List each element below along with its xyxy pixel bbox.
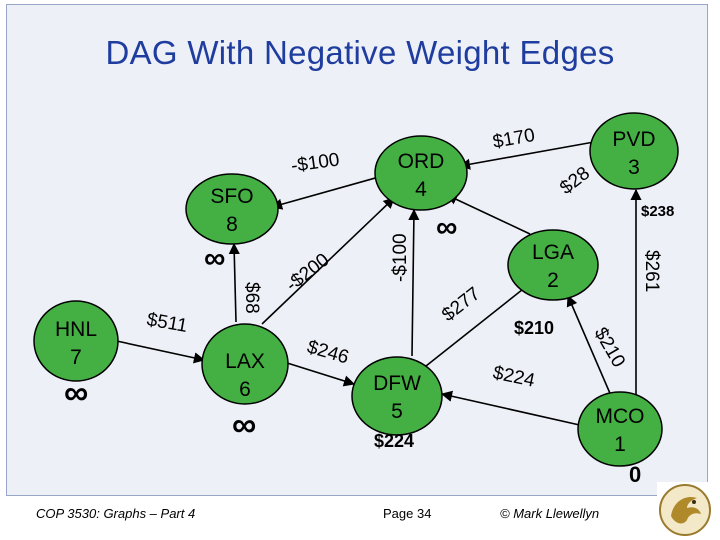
dist-lga: $210 (514, 318, 554, 338)
node-lax-number: 6 (239, 378, 251, 401)
edge-dfw-ord (408, 208, 420, 357)
node-hnl-name: HNL (55, 318, 97, 341)
edge-lax-sfo (228, 242, 240, 323)
edge-label-lax-sfo: $68 (241, 282, 262, 314)
node-hnl (33, 300, 119, 382)
edge-label-mco-dfw: $224 (491, 362, 537, 391)
nodes (33, 112, 679, 467)
edge-pvd-ord (458, 141, 595, 170)
node-pvd-number: 3 (628, 156, 640, 179)
node-lax-name: LAX (225, 350, 265, 373)
edge-label-lax-dfw: $246 (305, 337, 351, 369)
footer-band (0, 496, 720, 540)
edge-label-lax-ord: -$200 (282, 249, 333, 295)
node-mco-name: MCO (596, 405, 645, 428)
footer-author: © Mark Llewellyn (500, 506, 600, 521)
footer-course: COP 3530: Graphs – Part 4 (36, 506, 196, 521)
node-lga-name: LGA (532, 241, 574, 264)
edge-label-mco-pvd-2: $261 (641, 250, 662, 292)
node-pvd (589, 112, 679, 190)
dist-dfw: $224 (374, 431, 414, 451)
university-logo-icon (657, 482, 713, 538)
dist-hnl: ∞ (64, 374, 88, 412)
node-ord (374, 135, 468, 211)
node-sfo-name: SFO (210, 185, 253, 208)
node-hnl-number: 7 (70, 346, 82, 369)
edge-label-lga-ord: $28 (556, 163, 594, 199)
edge-label-ord-pvd: $170 (491, 125, 536, 153)
edge-lax-dfw (283, 361, 356, 387)
edge-mco-lga (566, 294, 613, 399)
edge-label-mco-lga: $210 (590, 324, 629, 371)
dist-sfo: ∞ (204, 242, 225, 275)
node-sfo (185, 173, 279, 245)
node-dfw (351, 356, 443, 436)
node-dfw-number: 5 (391, 400, 403, 423)
dist-lax: ∞ (232, 406, 256, 444)
node-sfo-number: 8 (226, 213, 238, 236)
footer-page-number: Page 34 (383, 506, 432, 521)
slide-title: DAG With Negative Weight Edges (105, 34, 615, 71)
edge-mco-dfw (440, 390, 585, 427)
node-ord-number: 4 (415, 178, 427, 201)
edge-hnl-lax (111, 339, 206, 364)
edges (111, 141, 642, 427)
edge-dfw-lga (425, 281, 533, 367)
node-lax (201, 323, 289, 405)
node-lga (507, 229, 599, 301)
edge-label-ord-sfo: -$100 (290, 149, 341, 177)
edge-lax-ord (261, 197, 395, 325)
edge-ord-sfo (270, 174, 387, 210)
distance-labels: ∞ ∞ ∞ ∞ $210 $224 0 (64, 211, 641, 487)
edge-label-dfw-ord: -$100 (390, 233, 411, 282)
edge-lga-ord (445, 194, 531, 235)
node-pvd-name: PVD (612, 128, 655, 151)
dist-ord: ∞ (436, 211, 457, 244)
node-dfw-name: DFW (373, 372, 421, 395)
edge-label-dfw-lga: $277 (438, 283, 484, 326)
node-lga-number: 2 (547, 269, 559, 292)
edge-label-hnl-lax: $511 (145, 309, 189, 337)
node-ord-name: ORD (398, 150, 445, 173)
node-labels: SFO 8 ORD 4 PVD 3 LGA 2 HNL 7 LAX 6 DFW … (55, 128, 656, 456)
dist-mco: 0 (629, 462, 641, 487)
node-mco (577, 391, 663, 467)
edge-label-mco-pvd: $238 (641, 203, 674, 220)
node-mco-number: 1 (614, 433, 626, 456)
